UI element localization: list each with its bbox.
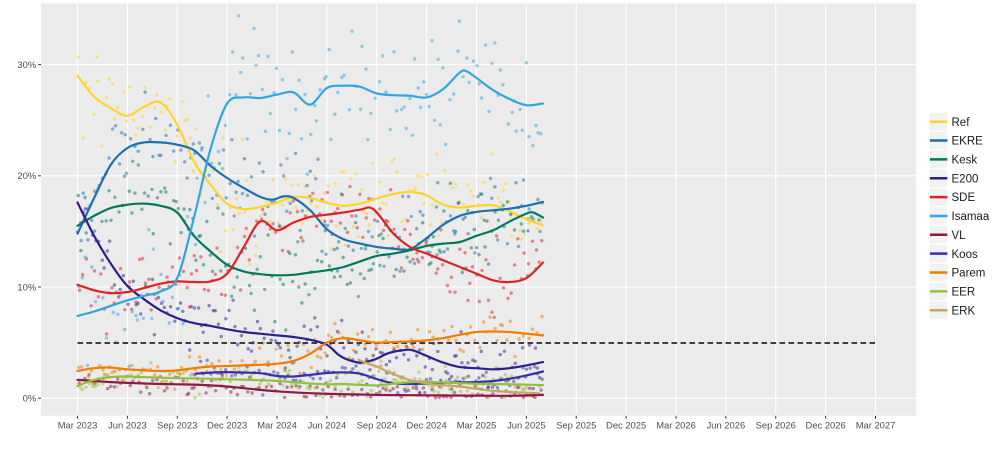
svg-text:ERK: ERK xyxy=(952,305,976,317)
svg-text:Parem: Parem xyxy=(952,268,986,280)
svg-text:Jun 2025: Jun 2025 xyxy=(507,420,546,431)
svg-text:E200: E200 xyxy=(952,173,979,185)
svg-text:Jun 2026: Jun 2026 xyxy=(707,420,746,431)
svg-text:Dec 2026: Dec 2026 xyxy=(806,420,846,431)
svg-text:EER: EER xyxy=(952,286,976,298)
svg-text:Jun 2024: Jun 2024 xyxy=(308,420,347,431)
svg-text:Mar 2027: Mar 2027 xyxy=(856,420,896,431)
svg-text:VL: VL xyxy=(952,230,967,242)
svg-text:Kesk: Kesk xyxy=(952,155,978,167)
svg-text:Mar 2024: Mar 2024 xyxy=(257,420,297,431)
svg-text:0%: 0% xyxy=(23,393,37,404)
svg-text:Koos: Koos xyxy=(952,249,978,261)
svg-text:Dec 2023: Dec 2023 xyxy=(207,420,247,431)
svg-text:Sep 2023: Sep 2023 xyxy=(157,420,197,431)
svg-text:Jun 2023: Jun 2023 xyxy=(108,420,147,431)
svg-text:10%: 10% xyxy=(17,281,36,292)
svg-text:Mar 2025: Mar 2025 xyxy=(457,420,497,431)
svg-text:SDE: SDE xyxy=(952,192,976,204)
svg-text:EKRE: EKRE xyxy=(952,136,984,148)
svg-text:Isamaa: Isamaa xyxy=(952,211,990,223)
svg-text:20%: 20% xyxy=(17,170,36,181)
svg-text:Sep 2026: Sep 2026 xyxy=(756,420,796,431)
svg-text:Ref: Ref xyxy=(952,117,971,129)
svg-text:Dec 2024: Dec 2024 xyxy=(407,420,447,431)
svg-text:Sep 2024: Sep 2024 xyxy=(357,420,397,431)
svg-text:Mar 2026: Mar 2026 xyxy=(656,420,696,431)
svg-text:Sep 2025: Sep 2025 xyxy=(556,420,596,431)
svg-text:Dec 2025: Dec 2025 xyxy=(606,420,646,431)
svg-text:Mar 2023: Mar 2023 xyxy=(58,420,98,431)
svg-text:30%: 30% xyxy=(17,59,36,70)
